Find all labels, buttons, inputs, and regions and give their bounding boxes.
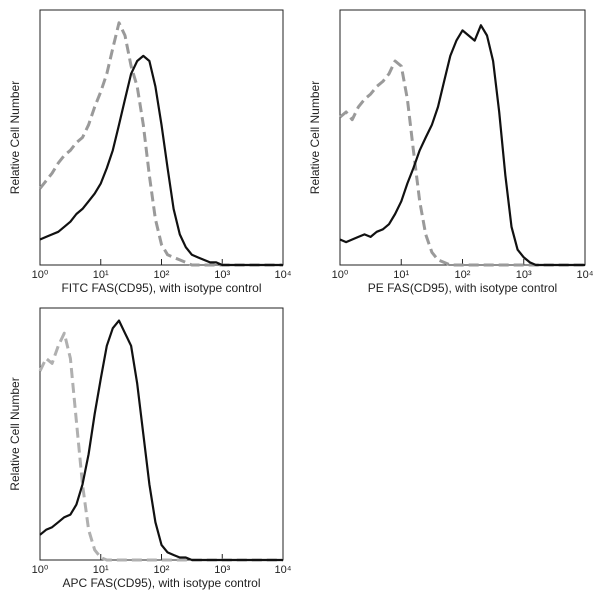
x-tick-label: 10⁰ bbox=[32, 269, 49, 281]
plot-frame bbox=[339, 9, 586, 266]
x-tick-label: 10⁴ bbox=[275, 269, 292, 281]
x-tick-label: 10² bbox=[455, 269, 471, 281]
x-axis-label: PE FAS(CD95), with isotype control bbox=[368, 281, 557, 295]
histogram-line bbox=[38, 331, 283, 562]
histogram-line bbox=[39, 54, 283, 267]
y-axis-label: Relative Cell Number bbox=[8, 377, 22, 490]
histogram-line bbox=[339, 24, 585, 267]
y-axis-label: Relative Cell Number bbox=[308, 81, 322, 194]
histogram-line bbox=[38, 21, 283, 267]
x-tick-label: 10⁴ bbox=[275, 564, 292, 576]
x-tick-label: 10⁴ bbox=[577, 269, 594, 281]
x-tick-label: 10¹ bbox=[93, 564, 109, 576]
x-tick-label: 10³ bbox=[214, 269, 230, 281]
x-tick-label: 10² bbox=[154, 269, 170, 281]
x-axis-label: FITC FAS(CD95), with isotype control bbox=[61, 281, 261, 295]
histogram-line bbox=[339, 59, 585, 267]
x-tick-label: 10² bbox=[154, 564, 170, 576]
plot-frame bbox=[39, 9, 284, 266]
y-axis-label: Relative Cell Number bbox=[8, 81, 22, 194]
x-tick-label: 10¹ bbox=[393, 269, 409, 281]
x-tick-label: 10³ bbox=[214, 564, 230, 576]
x-tick-label: 10⁰ bbox=[32, 564, 49, 576]
x-tick-label: 10⁰ bbox=[332, 269, 349, 281]
x-axis-label: APC FAS(CD95), with isotype control bbox=[62, 576, 260, 590]
x-tick-label: 10³ bbox=[516, 269, 532, 281]
histogram-line bbox=[39, 319, 283, 562]
x-tick-label: 10¹ bbox=[93, 269, 109, 281]
